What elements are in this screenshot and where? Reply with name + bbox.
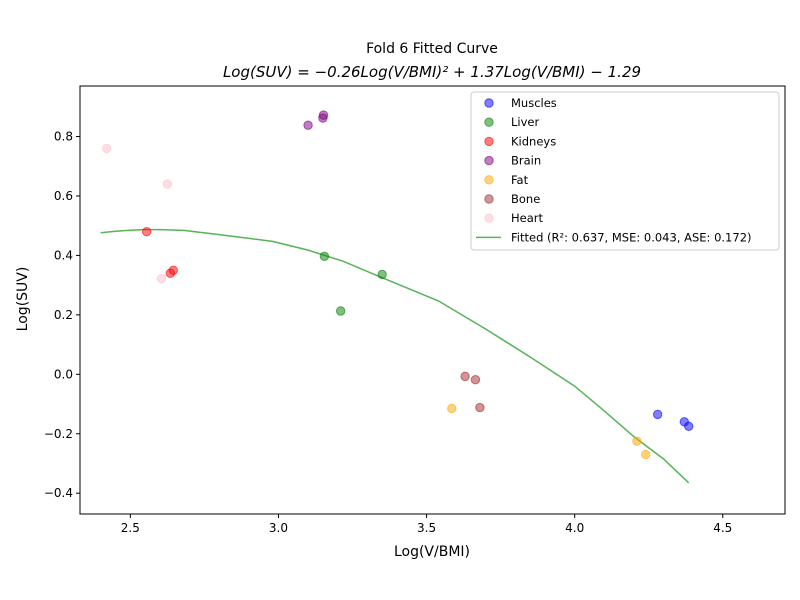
- chart-subtitle-formula: Log(SUV) = −0.26Log(V/BMI)² + 1.37Log(V/…: [223, 63, 641, 81]
- x-tick-label: 4.0: [565, 521, 584, 535]
- axes-frame: [79, 85, 786, 515]
- y-tick-label: −0.2: [44, 427, 73, 441]
- point-liver: [377, 269, 387, 280]
- y-tick-label: 0.4: [54, 248, 73, 262]
- legend-label-liver: Liver: [511, 115, 539, 129]
- y-axis-label: Log(SUV): [15, 267, 31, 332]
- legend-label-fat: Fat: [511, 173, 529, 187]
- legend-label-bone: Bone: [511, 192, 540, 206]
- legend-label-muscles: Muscles: [511, 96, 557, 110]
- point-brain: [303, 120, 313, 130]
- legend-marker-liver: [484, 117, 494, 127]
- legend-marker-heart: [484, 213, 494, 223]
- legend-marker-muscles: [484, 98, 494, 108]
- point-fat: [447, 403, 457, 414]
- legend-label-brain: Brain: [511, 154, 541, 168]
- chart-title: Fold 6 Fitted Curve: [366, 41, 498, 57]
- point-fat: [632, 436, 642, 446]
- point-kidneys: [165, 268, 176, 278]
- x-tick-label: 3.0: [269, 521, 288, 535]
- point-kidneys: [141, 226, 152, 237]
- x-tick-label: 3.5: [417, 521, 436, 535]
- y-tick-label: 0.6: [54, 189, 73, 203]
- fitted-curve: [100, 228, 690, 484]
- x-tick-label: 4.5: [713, 521, 732, 535]
- legend-marker-brain: [484, 155, 494, 166]
- legend-marker-fat: [484, 175, 494, 185]
- point-heart: [156, 273, 167, 284]
- point-muscles: [652, 409, 663, 420]
- point-fat: [641, 449, 651, 460]
- legend-marker-bone: [484, 194, 494, 204]
- point-muscles: [684, 421, 694, 432]
- legend-box: [470, 91, 780, 251]
- x-axis-label: Log(V/BMI): [394, 544, 470, 560]
- legend: Muscles Liver Kidneys Brain Fat Bone Heart Fitt…: [470, 91, 780, 251]
- point-liver: [335, 306, 346, 316]
- legend-label-heart: Heart: [511, 211, 543, 225]
- point-bone: [470, 374, 481, 385]
- point-bone: [460, 371, 470, 382]
- point-liver: [319, 251, 330, 262]
- y-tick-label: 0.0: [54, 367, 73, 381]
- plot-area: 2.5 3.0 3.5 4.0 4.5 −0.4 −0.2 0.0 0.2 0.4 0.6 0.8: [44, 85, 786, 535]
- point-brain: [318, 110, 329, 120]
- legend-label-fitted: Fitted (R²: 0.637, MSE: 0.043, ASE: 0.17…: [511, 230, 752, 244]
- point-heart: [162, 179, 173, 189]
- point-bone: [475, 402, 485, 413]
- legend-marker-kidneys: [484, 136, 494, 147]
- y-tick-label: −0.4: [44, 486, 73, 500]
- legend-label-kidneys: Kidneys: [511, 134, 556, 148]
- x-tick-label: 2.5: [121, 521, 140, 535]
- point-heart: [101, 143, 112, 154]
- y-tick-label: 0.8: [54, 130, 73, 144]
- y-tick-label: 0.2: [54, 308, 73, 322]
